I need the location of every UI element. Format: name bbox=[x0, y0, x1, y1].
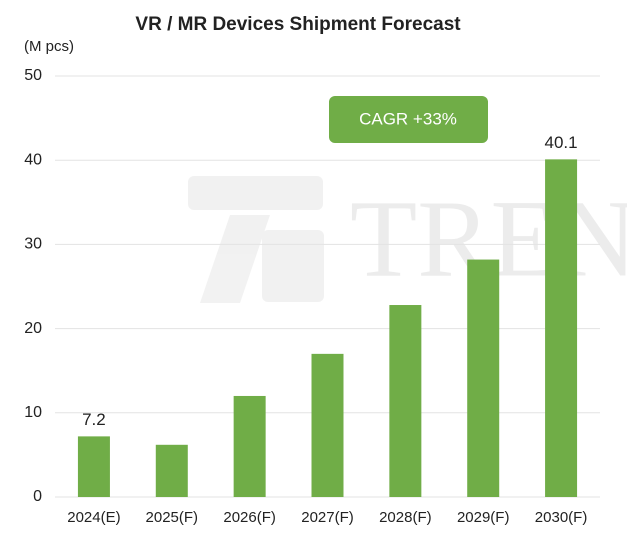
y-tick-label: 40 bbox=[24, 151, 42, 168]
x-tick-label: 2026(F) bbox=[223, 509, 276, 526]
bar bbox=[389, 305, 422, 497]
y-tick-label: 20 bbox=[24, 320, 42, 337]
y-tick-label: 0 bbox=[33, 488, 42, 505]
y-tick-label: 50 bbox=[24, 67, 42, 84]
axis-unit: (M pcs) bbox=[24, 38, 74, 55]
x-tick-label: 2024(E) bbox=[67, 509, 120, 526]
watermark-logo bbox=[200, 215, 270, 303]
bar bbox=[77, 436, 110, 497]
annotation: CAGR +33% bbox=[359, 109, 457, 128]
value-label: 40.1 bbox=[545, 133, 578, 152]
bar bbox=[233, 395, 266, 497]
watermark-logo bbox=[188, 176, 323, 210]
x-tick-label: 2030(F) bbox=[535, 509, 588, 526]
x-tick-label: 2028(F) bbox=[379, 509, 432, 526]
bar bbox=[545, 159, 578, 497]
bar bbox=[311, 353, 344, 497]
bar bbox=[467, 259, 500, 497]
bar bbox=[155, 444, 188, 497]
y-tick-label: 10 bbox=[24, 404, 42, 421]
y-tick-label: 30 bbox=[24, 236, 42, 253]
x-tick-label: 2029(F) bbox=[457, 509, 510, 526]
chart-title: VR / MR Devices Shipment Forecast bbox=[135, 14, 461, 35]
x-tick-label: 2025(F) bbox=[146, 509, 199, 526]
value-label: 7.2 bbox=[82, 410, 106, 429]
x-tick-label: 2027(F) bbox=[301, 509, 354, 526]
watermark-logo bbox=[262, 230, 324, 302]
annotation-box bbox=[329, 96, 488, 143]
